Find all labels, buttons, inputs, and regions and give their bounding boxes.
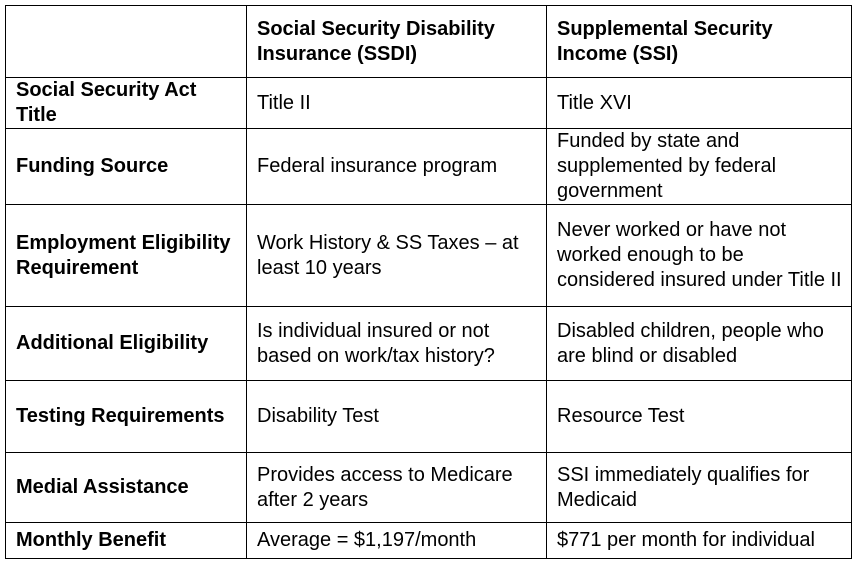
table-cell: Resource Test — [546, 380, 852, 453]
table-cell: Average = $1,197/month — [246, 522, 547, 559]
table-cell: Disability Test — [246, 380, 547, 453]
row-header: Monthly Benefit — [5, 522, 247, 559]
table-row: Social Security Act Title Title II Title X… — [5, 77, 852, 129]
table-row: Medial Assistance Provides access to Medi… — [5, 452, 852, 523]
row-header: Testing Requirements — [5, 380, 247, 453]
table-cell: Is individual insured or not based on wo… — [246, 306, 547, 381]
table-row: Employment Eligibility Requirement Work H… — [5, 204, 852, 307]
row-header: Additional Eligibility — [5, 306, 247, 381]
comparison-table: Social Security Disability Insurance (SS… — [5, 5, 852, 559]
table-row: Monthly Benefit Average = $1,197/month $77… — [5, 522, 852, 559]
table-row: Additional Eligibility Is individual insu… — [5, 306, 852, 381]
table-cell: Funded by state and supplemented by fede… — [546, 128, 852, 205]
table-cell: Never worked or have not worked enough t… — [546, 204, 852, 307]
table-cell: Disabled children, people who are blind … — [546, 306, 852, 381]
header-row: Social Security Disability Insurance (SS… — [5, 5, 852, 78]
table-cell: Title XVI — [546, 77, 852, 129]
table-cell: Federal insurance program — [246, 128, 547, 205]
table-body: Social Security Disability Insurance (SS… — [5, 5, 852, 559]
row-header: Employment Eligibility Requirement — [5, 204, 247, 307]
table-cell: SSI immediately qualifies for Medicaid — [546, 452, 852, 523]
row-header: Funding Source — [5, 128, 247, 205]
table-row: Funding Source Federal insurance program F… — [5, 128, 852, 205]
table-cell: Work History & SS Taxes – at least 10 ye… — [246, 204, 547, 307]
column-header: Supplemental Security Income (SSI) — [546, 5, 852, 78]
table-cell: Title II — [246, 77, 547, 129]
table-row: Testing Requirements Disability Test Resou… — [5, 380, 852, 453]
table-cell: Provides access to Medicare after 2 year… — [246, 452, 547, 523]
row-header: Medial Assistance — [5, 452, 247, 523]
row-header: Social Security Act Title — [5, 77, 247, 129]
table-cell: $771 per month for individual — [546, 522, 852, 559]
corner-cell — [5, 5, 247, 78]
column-header: Social Security Disability Insurance (SS… — [246, 5, 547, 78]
